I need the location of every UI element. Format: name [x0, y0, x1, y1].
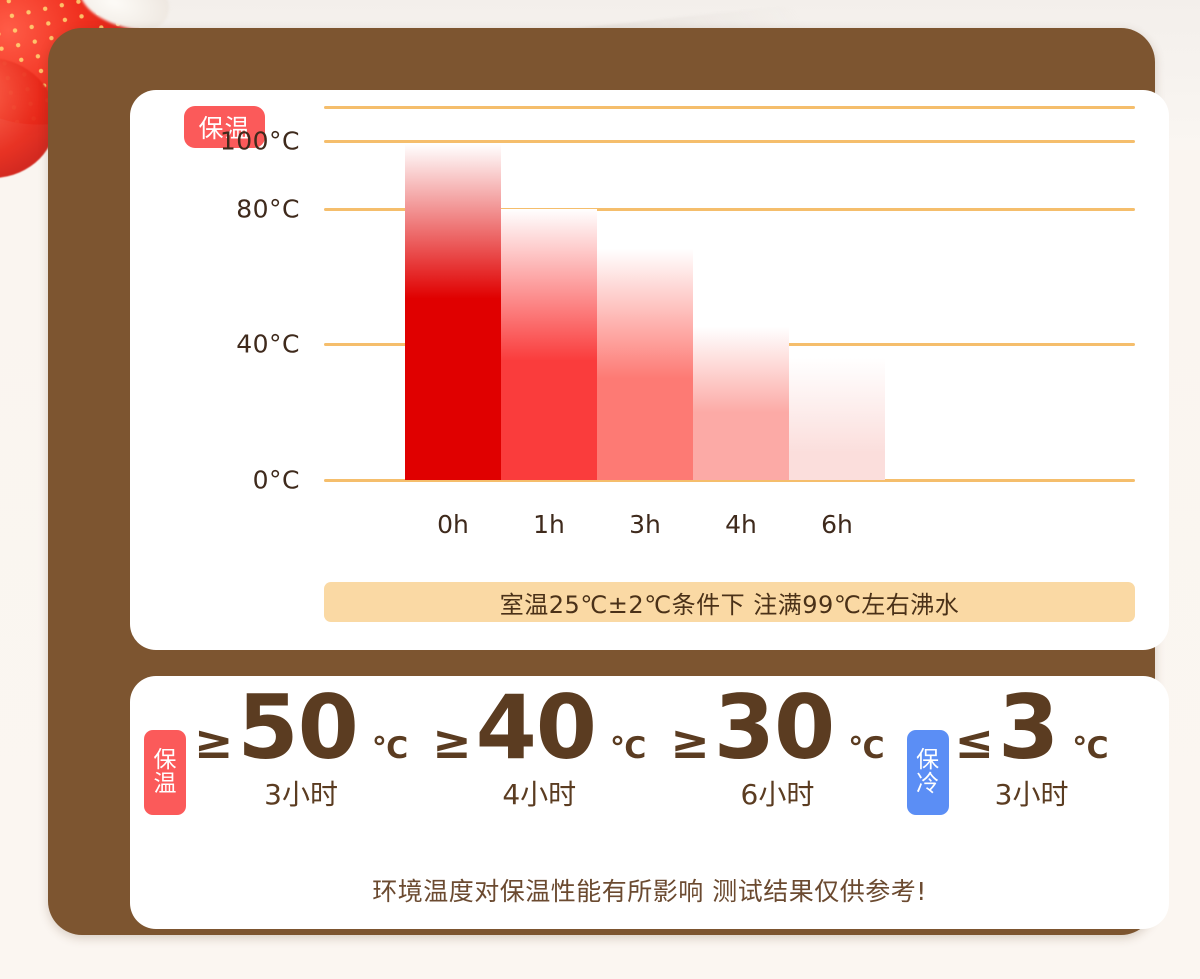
x-axis-tick-1h: 1h	[533, 510, 565, 539]
spec-value-line: ≥30 ℃	[670, 676, 884, 779]
brown-frame: 保温 0°C 40°C 80°C 100°C 0h 1h 3h 4h 6h 室温25℃±2℃条…	[48, 28, 1169, 935]
specs-card: 保温 ≥50 ℃ 3小时 ≥40 ℃ 4小时 ≥30 ℃ 6小时保冷 ≤3 ℃ 3小时 环境温度对保温性…	[130, 676, 1169, 929]
badge-char: 保	[153, 746, 177, 773]
chart-badge-warm: 保温	[184, 106, 265, 148]
chart-badge-label: 保温	[198, 114, 251, 143]
x-axis-tick-0h: 0h	[437, 510, 469, 539]
spec-number: 40	[475, 676, 597, 779]
gridline-110	[324, 106, 1135, 109]
chart-caption-bar: 室温25℃±2℃条件下 注满99℃左右沸水	[324, 582, 1135, 622]
spec-unit: ℃	[1072, 731, 1109, 766]
gridline-100	[324, 139, 1135, 143]
spec-item-2: ≥30 ℃ 6小时	[670, 676, 884, 813]
bar-6h	[789, 357, 885, 480]
x-axis-tick-3h: 3h	[629, 510, 661, 539]
spec-unit: ℃	[848, 731, 885, 766]
gridline-0	[324, 479, 1135, 482]
spec-comparator: ≥	[670, 715, 710, 770]
spec-value-line: ≥40 ℃	[432, 676, 646, 779]
y-axis-tick-100°C: 100°C	[219, 126, 300, 156]
badge-char: 保	[916, 746, 940, 773]
spec-item-0: ≥50 ℃ 3小时	[194, 676, 408, 813]
spec-item-1: ≥40 ℃ 4小时	[432, 676, 646, 813]
spec-number: 30	[713, 676, 835, 779]
chart-card: 保温 0°C 40°C 80°C 100°C 0h 1h 3h 4h 6h 室温25℃±2℃条…	[130, 90, 1169, 650]
specs-badge-warm: 保温	[144, 730, 186, 815]
bar-0h	[405, 144, 501, 480]
bar-4h	[693, 327, 789, 480]
spec-value-line: ≥50 ℃	[194, 676, 408, 779]
spec-duration: 4小时	[502, 778, 577, 811]
chart-caption-text: 室温25℃±2℃条件下 注满99℃左右沸水	[499, 590, 960, 619]
spec-unit: ℃	[371, 731, 409, 766]
spec-number: 3	[997, 676, 1059, 779]
badge-char: 温	[153, 770, 177, 797]
bar-chart-plot: 0°C 40°C 80°C 100°C 0h 1h 3h 4h 6h	[130, 90, 1169, 560]
y-axis-tick-40°C: 40°C	[236, 329, 300, 359]
x-axis-tick-4h: 4h	[725, 510, 757, 539]
spec-comparator: ≥	[432, 715, 472, 770]
spec-duration: 6小时	[740, 778, 815, 811]
y-axis-tick-0°C: 0°C	[252, 465, 300, 495]
spec-item-3: ≤3 ℃ 3小时	[955, 676, 1109, 813]
y-axis-tick-80°C: 80°C	[236, 194, 300, 224]
bar-1h	[501, 208, 597, 480]
gridline-80	[324, 207, 1135, 211]
spec-value-line: ≤3 ℃	[955, 676, 1109, 779]
spec-unit: ℃	[610, 731, 647, 766]
bar-3h	[597, 249, 693, 480]
spec-duration: 3小时	[264, 778, 338, 811]
specs-note: 环境温度对保温性能有所影响 测试结果仅供参考!	[372, 877, 927, 906]
specs-badge-cold: 保冷	[906, 730, 949, 815]
x-axis-tick-6h: 6h	[821, 510, 853, 539]
spec-comparator: ≥	[194, 715, 234, 770]
spec-comparator: ≤	[954, 715, 994, 770]
spec-duration: 3小时	[994, 778, 1069, 811]
spec-number: 50	[237, 676, 358, 779]
badge-char: 冷	[916, 770, 940, 797]
specs-row: 保温 ≥50 ℃ 3小时 ≥40 ℃ 4小时 ≥30 ℃ 6小时保冷 ≤3 ℃ 3小时	[130, 676, 1169, 846]
